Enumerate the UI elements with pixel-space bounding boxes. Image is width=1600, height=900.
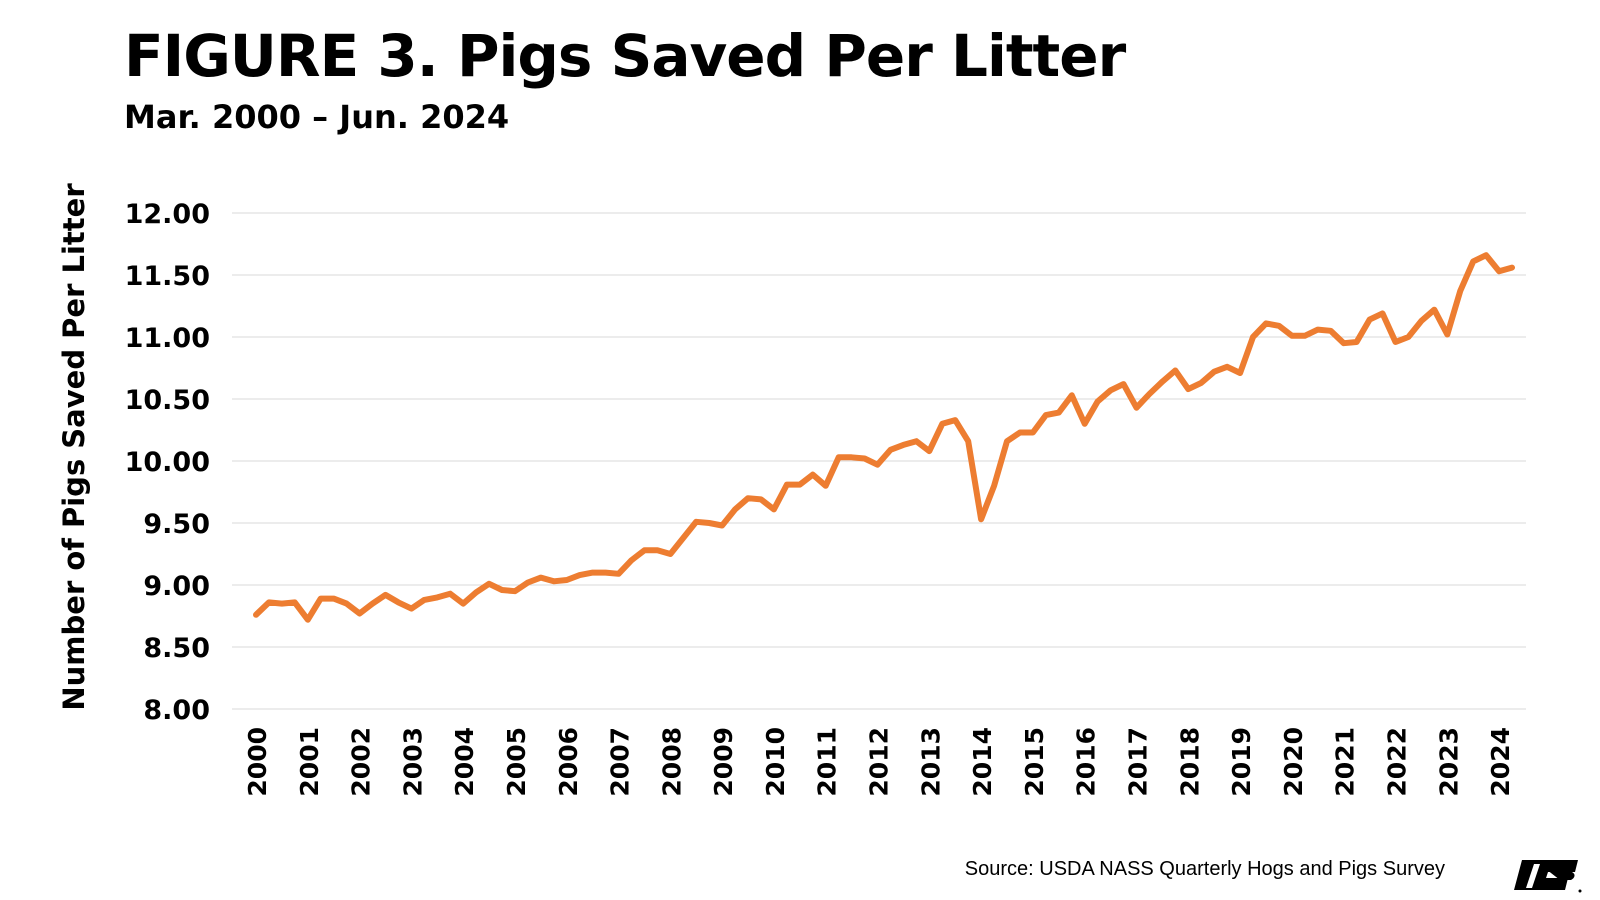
- x-tick-label: 2014: [968, 727, 997, 797]
- y-tick-label: 11.50: [125, 261, 210, 292]
- x-tick-label: 2010: [761, 727, 790, 797]
- x-tick-label: 2023: [1434, 727, 1463, 797]
- x-tick-label: 2015: [1020, 727, 1049, 797]
- x-tick-label: 2003: [398, 727, 427, 797]
- x-tick-label: 2017: [1123, 727, 1152, 797]
- page-subtitle: Mar. 2000 – Jun. 2024: [124, 98, 510, 136]
- x-tick-label: 2020: [1279, 727, 1308, 797]
- y-axis-label: Number of Pigs Saved Per Litter: [57, 183, 91, 711]
- x-tick-label: 2018: [1175, 727, 1204, 797]
- y-tick-label: 10.50: [125, 385, 210, 416]
- x-tick-label: 2016: [1072, 727, 1101, 797]
- x-tick-label: 2005: [502, 727, 531, 797]
- y-axis-ticks: 8.00 8.50 9.00 9.50 10.00 10.50 11.00 11.50 12.0…: [125, 199, 210, 726]
- x-tick-label: 2007: [606, 727, 635, 797]
- line-chart: 8.00 8.50 9.00 9.50 10.00 10.50 11.00 11.50 12.0…: [57, 183, 1526, 797]
- y-tick-label: 8.00: [143, 695, 210, 726]
- x-tick-label: 2024: [1486, 727, 1515, 797]
- fb-logo-icon: [1514, 860, 1582, 893]
- series-line: [253, 252, 1515, 623]
- y-tick-label: 12.00: [125, 199, 210, 230]
- y-tick-label: 9.50: [143, 509, 210, 540]
- x-tick-label: 2008: [657, 727, 686, 797]
- x-axis-ticks: 2000 2001 2002 2003 2004 2005 2006 2007 2008 2009…: [243, 727, 1515, 797]
- y-tick-label: 11.00: [125, 323, 210, 354]
- x-tick-label: 2006: [554, 727, 583, 797]
- x-tick-label: 2013: [916, 727, 945, 797]
- x-tick-label: 2009: [709, 727, 738, 797]
- chart-gridlines: [232, 212, 1526, 710]
- x-tick-label: 2004: [450, 727, 479, 797]
- x-tick-label: 2012: [865, 727, 894, 797]
- x-tick-label: 2002: [347, 727, 376, 797]
- y-tick-label: 10.00: [125, 447, 210, 478]
- x-tick-label: 2022: [1382, 727, 1411, 797]
- series-group: [253, 252, 1515, 623]
- page-title: FIGURE 3. Pigs Saved Per Litter: [124, 22, 1126, 90]
- y-tick-label: 9.00: [143, 571, 210, 602]
- source-note: Source: USDA NASS Quarterly Hogs and Pig…: [964, 858, 1445, 880]
- x-tick-label: 2019: [1227, 727, 1256, 797]
- y-tick-label: 8.50: [143, 633, 210, 664]
- x-tick-label: 2011: [813, 727, 842, 797]
- x-tick-label: 2001: [295, 727, 324, 797]
- x-tick-label: 2021: [1331, 727, 1360, 797]
- x-tick-label: 2000: [243, 727, 272, 797]
